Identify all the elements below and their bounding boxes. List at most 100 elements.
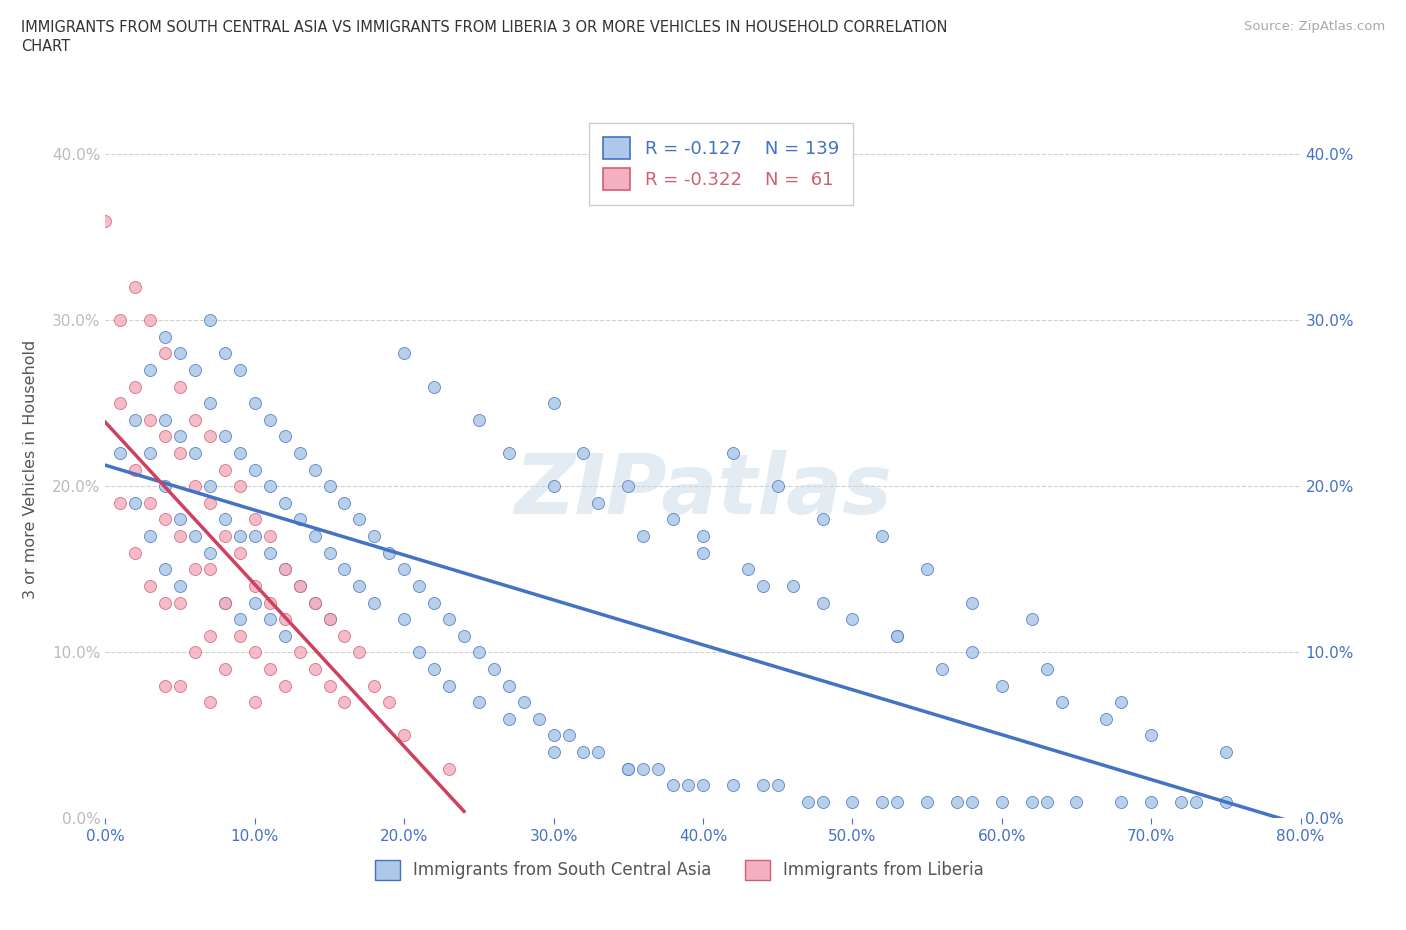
- Point: [1185, 794, 1208, 809]
- Point: [543, 479, 565, 494]
- Point: [243, 695, 266, 710]
- Point: [766, 777, 789, 792]
- Point: [184, 644, 207, 659]
- Point: [437, 761, 460, 776]
- Point: [124, 280, 146, 295]
- Point: [557, 728, 579, 743]
- Point: [139, 445, 162, 460]
- Point: [333, 629, 356, 644]
- Point: [960, 644, 983, 659]
- Point: [588, 496, 610, 511]
- Point: [288, 578, 311, 593]
- Point: [318, 545, 340, 560]
- Point: [527, 711, 550, 726]
- Point: [155, 329, 177, 344]
- Point: [1170, 794, 1192, 809]
- Point: [633, 528, 655, 543]
- Point: [124, 379, 146, 394]
- Point: [184, 528, 207, 543]
- Point: [214, 346, 236, 361]
- Point: [243, 462, 266, 477]
- Point: [617, 479, 640, 494]
- Point: [394, 562, 416, 577]
- Point: [214, 595, 236, 610]
- Point: [214, 661, 236, 676]
- Point: [543, 728, 565, 743]
- Point: [960, 794, 983, 809]
- Point: [124, 462, 146, 477]
- Point: [1215, 745, 1237, 760]
- Point: [229, 545, 252, 560]
- Point: [692, 528, 714, 543]
- Point: [214, 512, 236, 527]
- Point: [333, 562, 356, 577]
- Point: [169, 379, 191, 394]
- Point: [811, 512, 834, 527]
- Point: [304, 595, 326, 610]
- Point: [273, 562, 295, 577]
- Point: [437, 678, 460, 693]
- Point: [259, 528, 281, 543]
- Point: [423, 379, 446, 394]
- Point: [363, 595, 385, 610]
- Point: [482, 661, 505, 676]
- Point: [363, 528, 385, 543]
- Point: [841, 794, 863, 809]
- Point: [468, 412, 491, 427]
- Point: [1111, 695, 1133, 710]
- Point: [304, 661, 326, 676]
- Point: [169, 528, 191, 543]
- Point: [229, 363, 252, 378]
- Point: [288, 644, 311, 659]
- Point: [1021, 612, 1043, 627]
- Text: ZIPatlas: ZIPatlas: [515, 450, 891, 531]
- Point: [243, 512, 266, 527]
- Point: [259, 479, 281, 494]
- Point: [333, 695, 356, 710]
- Point: [1050, 695, 1073, 710]
- Point: [198, 545, 221, 560]
- Point: [243, 644, 266, 659]
- Point: [184, 562, 207, 577]
- Point: [124, 545, 146, 560]
- Point: [960, 595, 983, 610]
- Point: [259, 612, 281, 627]
- Point: [155, 412, 177, 427]
- Point: [169, 678, 191, 693]
- Point: [946, 794, 969, 809]
- Point: [408, 644, 430, 659]
- Point: [273, 678, 295, 693]
- Point: [169, 595, 191, 610]
- Point: [94, 213, 117, 228]
- Point: [198, 312, 221, 327]
- Point: [259, 595, 281, 610]
- Point: [872, 528, 894, 543]
- Point: [259, 412, 281, 427]
- Point: [198, 629, 221, 644]
- Point: [647, 761, 669, 776]
- Point: [273, 612, 295, 627]
- Point: [169, 429, 191, 444]
- Point: [139, 496, 162, 511]
- Point: [453, 629, 475, 644]
- Point: [721, 777, 744, 792]
- Point: [796, 794, 818, 809]
- Point: [110, 312, 132, 327]
- Point: [349, 644, 371, 659]
- Point: [990, 678, 1012, 693]
- Point: [124, 412, 146, 427]
- Point: [1215, 794, 1237, 809]
- Point: [378, 545, 401, 560]
- Point: [737, 562, 759, 577]
- Point: [394, 612, 416, 627]
- Y-axis label: 3 or more Vehicles in Household: 3 or more Vehicles in Household: [24, 340, 38, 599]
- Point: [304, 595, 326, 610]
- Point: [811, 794, 834, 809]
- Point: [243, 396, 266, 411]
- Point: [155, 479, 177, 494]
- Point: [811, 595, 834, 610]
- Point: [617, 761, 640, 776]
- Point: [139, 363, 162, 378]
- Point: [198, 396, 221, 411]
- Point: [1066, 794, 1088, 809]
